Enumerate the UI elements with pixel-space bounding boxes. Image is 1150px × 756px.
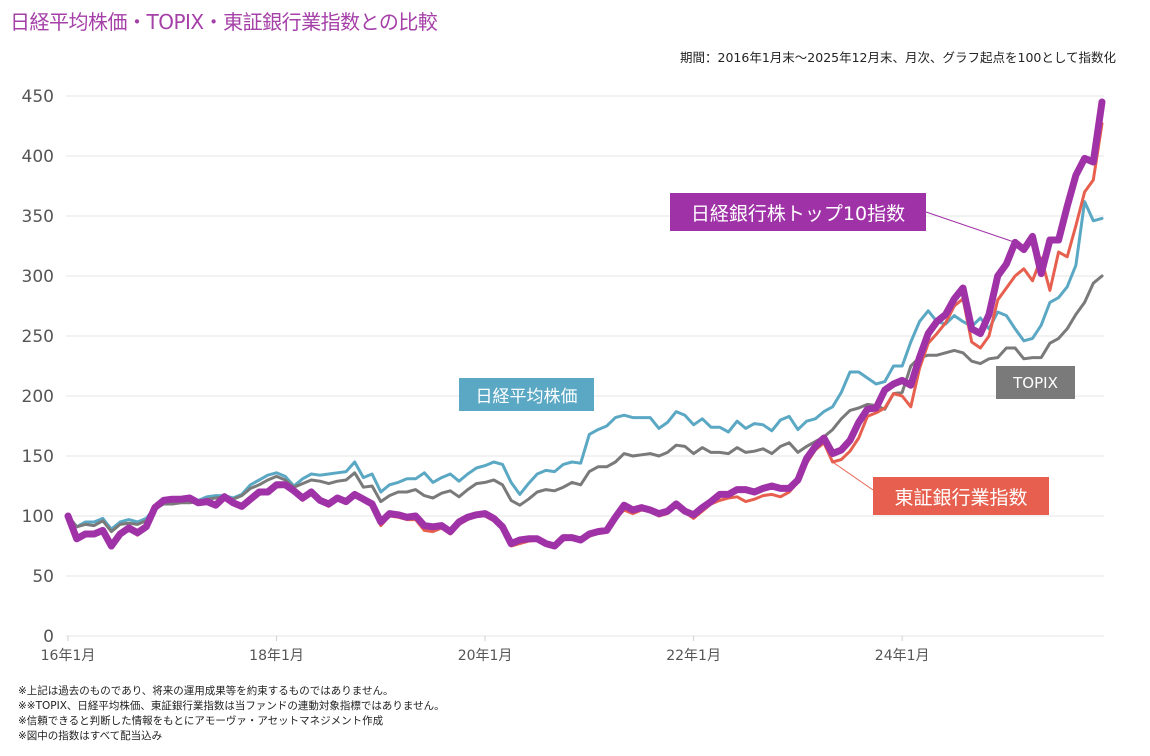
- y-tick-label: 300: [22, 267, 54, 287]
- y-axis-ticks: 0 50 100 150 200 250 300 350 400 450: [22, 87, 54, 647]
- footnote: ※信頼できると判断した情報をもとにアモーヴァ・アセットマネジメント作成: [18, 715, 384, 727]
- y-tick-label: 200: [22, 387, 54, 407]
- x-tick-label: 24年1月: [875, 648, 930, 664]
- x-tick-label: 20年1月: [458, 648, 513, 664]
- x-tick-label: 22年1月: [666, 648, 721, 664]
- footnote: ※上記は過去のものであり、将来の運用成果等を約束するものではありません。: [18, 685, 394, 697]
- series-lines: [64, 98, 1106, 550]
- y-tick-label: 150: [22, 447, 54, 467]
- series-label-nikkei-bank10-text: 日経銀行株トップ10指数: [690, 202, 906, 225]
- series-line-topix: [66, 274, 1104, 534]
- series-label-nikkei-bank10: 日経銀行株トップ10指数: [670, 193, 926, 231]
- chart-subtitle: 期間：2016年1月末～2025年12月末、月次、グラフ起点を100として指数化: [680, 50, 1116, 65]
- x-tick-label: 16年1月: [41, 648, 96, 664]
- x-axis-ticks: 16年1月 18年1月 20年1月 22年1月 24年1月: [41, 636, 930, 664]
- series-line-nikkei-bank10: [64, 98, 1106, 550]
- y-tick-label: 450: [22, 87, 54, 107]
- series-label-topix: TOPIX: [996, 366, 1075, 399]
- series-label-tse-bank: 東証銀行業指数: [873, 477, 1049, 515]
- connector-tse-bank: [832, 461, 874, 491]
- footnotes: ※上記は過去のものであり、将来の運用成果等を約束するものではありません。 ※※T…: [18, 684, 445, 744]
- footnote: ※図中の指数はすべて配当込み: [18, 730, 163, 742]
- y-tick-label: 100: [22, 507, 54, 527]
- gridlines: [66, 95, 1104, 637]
- y-tick-label: 250: [22, 327, 54, 347]
- label-connectors: [832, 211, 1016, 491]
- chart-title: 日経平均株価・TOPIX・東証銀行業指数との比較: [10, 10, 438, 34]
- connector-nikkei-bank10: [925, 211, 1016, 243]
- y-tick-label: 0: [43, 627, 54, 647]
- series-label-topix-text: TOPIX: [1013, 373, 1058, 392]
- footnote: ※※TOPIX、日経平均株価、東証銀行業指数は当ファンドの連動対象指標ではありま…: [18, 700, 445, 712]
- series-label-nikkei: 日経平均株価: [459, 378, 594, 411]
- y-tick-label: 400: [22, 147, 54, 167]
- series-label-nikkei-text: 日経平均株価: [475, 387, 578, 407]
- x-tick-label: 18年1月: [249, 648, 304, 664]
- y-tick-label: 350: [22, 207, 54, 227]
- y-tick-label: 50: [32, 567, 54, 587]
- series-label-tse-bank-text: 東証銀行業指数: [894, 486, 1028, 509]
